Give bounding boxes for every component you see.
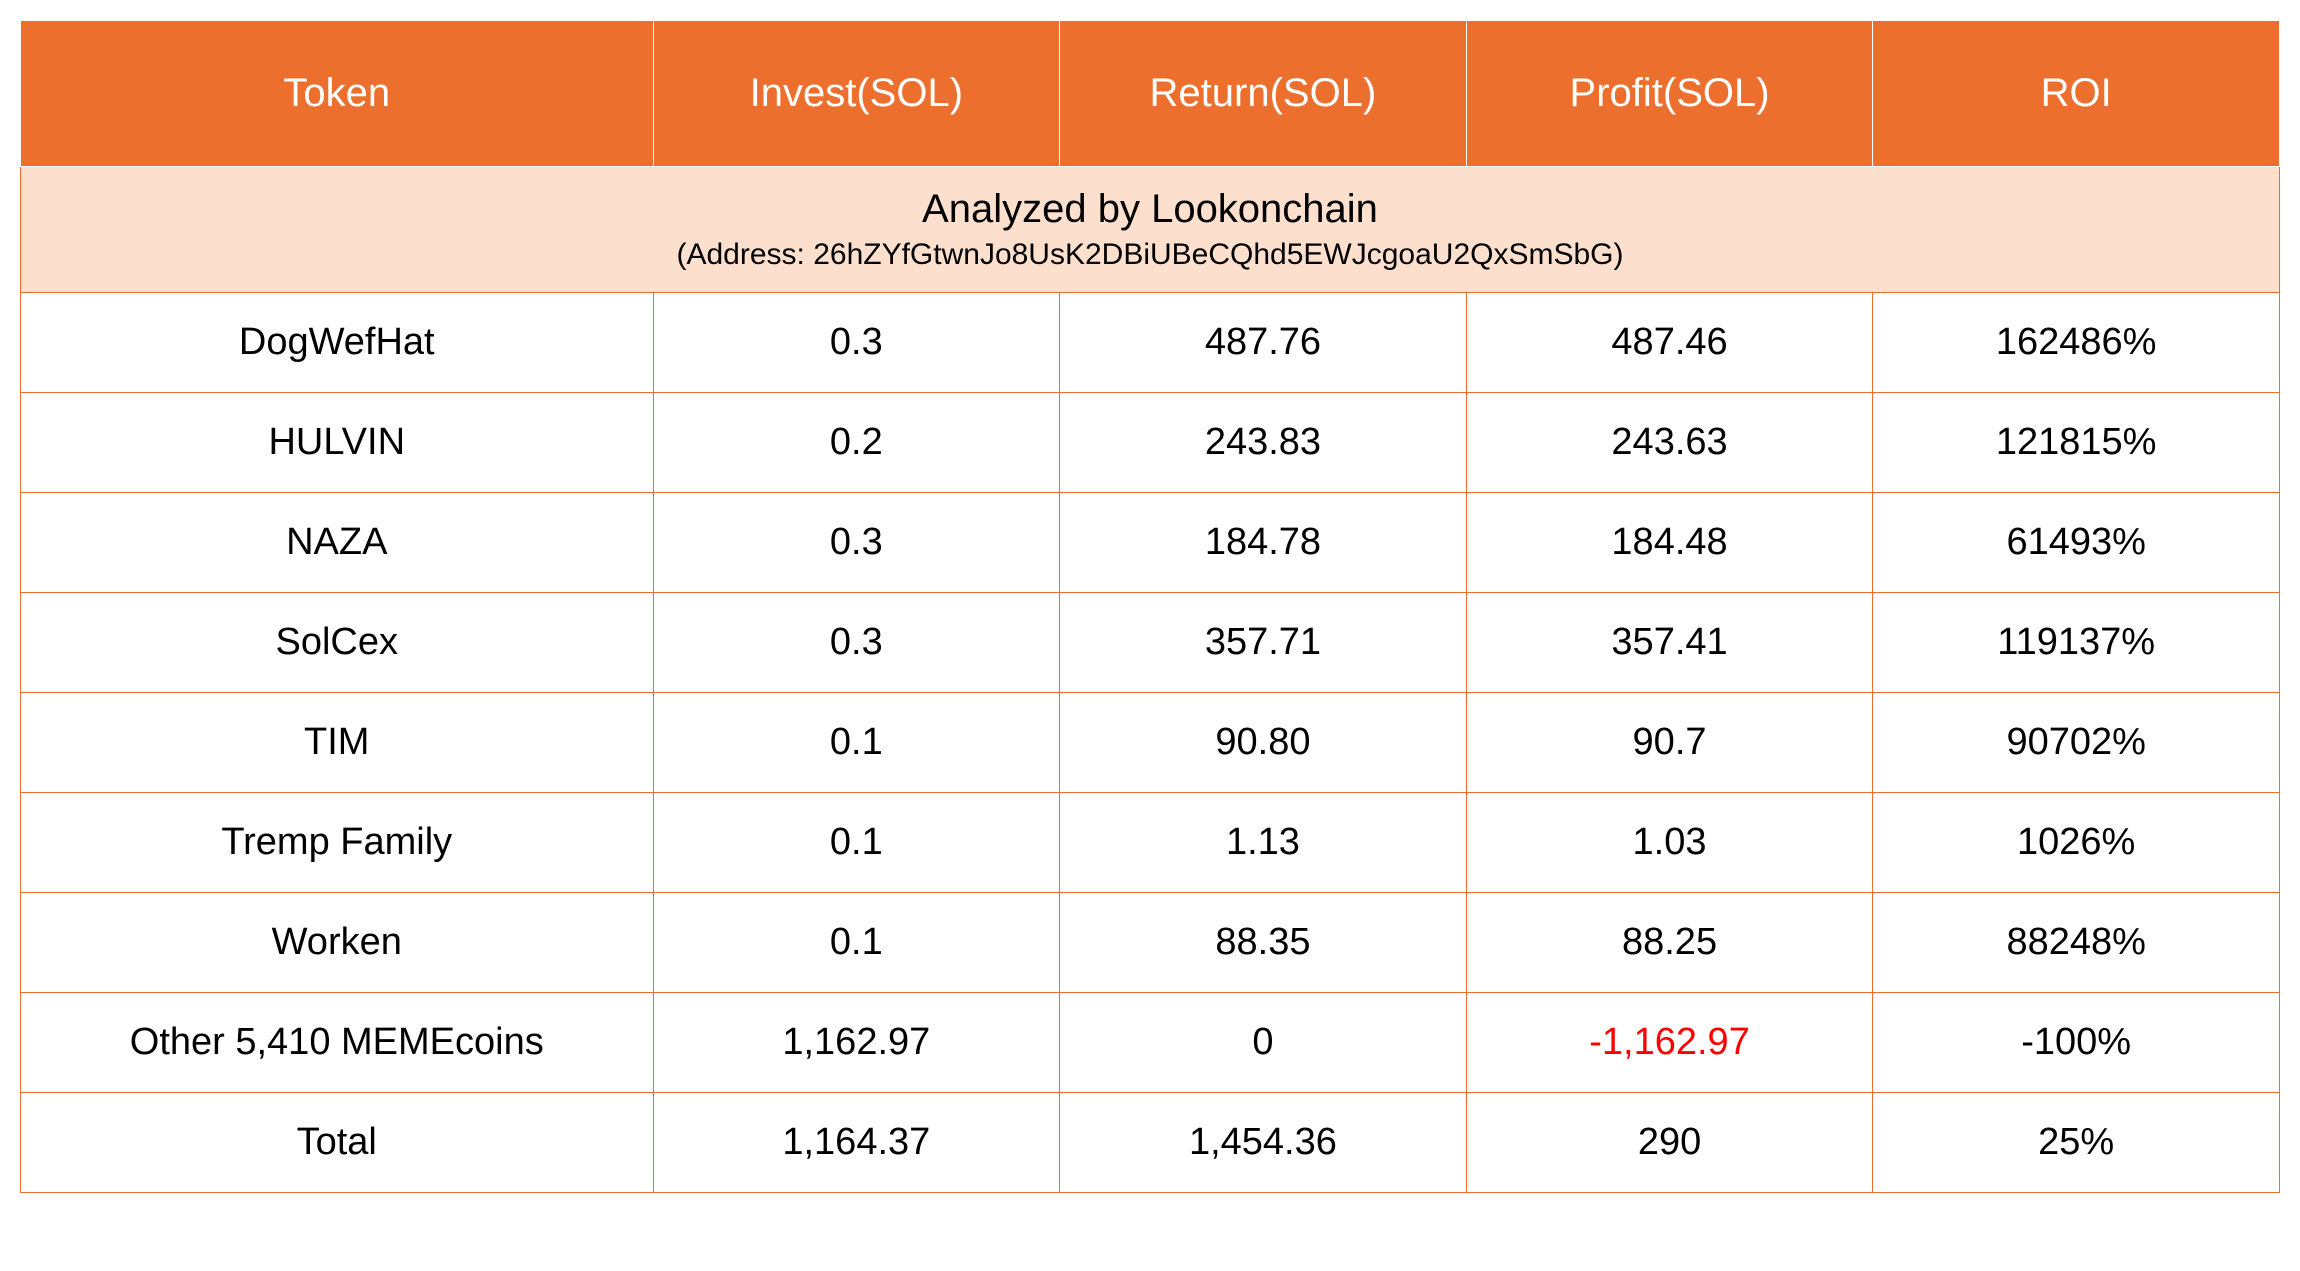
cell-profit: 1.03 (1466, 793, 1873, 893)
cell-return: 90.80 (1060, 693, 1467, 793)
table-row: NAZA0.3184.78184.4861493% (21, 493, 2280, 593)
cell-invest: 0.3 (653, 293, 1060, 393)
table-row: Tremp Family0.11.131.031026% (21, 793, 2280, 893)
cell-invest: 0.3 (653, 493, 1060, 593)
cell-profit: 90.7 (1466, 693, 1873, 793)
table-row: DogWefHat0.3487.76487.46162486% (21, 293, 2280, 393)
table-row: Worken0.188.3588.2588248% (21, 893, 2280, 993)
table-row: SolCex0.3357.71357.41119137% (21, 593, 2280, 693)
cell-roi: 119137% (1873, 593, 2280, 693)
table-row: TIM0.190.8090.790702% (21, 693, 2280, 793)
cell-invest: 0.1 (653, 693, 1060, 793)
cell-roi: 25% (1873, 1093, 2280, 1193)
cell-roi: 1026% (1873, 793, 2280, 893)
analyzed-row: Analyzed by Lookonchain (Address: 26hZYf… (21, 167, 2280, 293)
cell-return: 1.13 (1060, 793, 1467, 893)
cell-profit: 184.48 (1466, 493, 1873, 593)
cell-return: 243.83 (1060, 393, 1467, 493)
cell-roi: 90702% (1873, 693, 2280, 793)
col-header-invest: Invest(SOL) (653, 21, 1060, 167)
cell-invest: 0.2 (653, 393, 1060, 493)
cell-token: TIM (21, 693, 654, 793)
cell-token: HULVIN (21, 393, 654, 493)
cell-return: 357.71 (1060, 593, 1467, 693)
analyzed-title: Analyzed by Lookonchain (31, 187, 2269, 232)
cell-return: 184.78 (1060, 493, 1467, 593)
table-row: HULVIN0.2243.83243.63121815% (21, 393, 2280, 493)
cell-token: Total (21, 1093, 654, 1193)
cell-roi: 162486% (1873, 293, 2280, 393)
analyzed-address: (Address: 26hZYfGtwnJo8UsK2DBiUBeCQhd5EW… (31, 238, 2269, 272)
cell-token: SolCex (21, 593, 654, 693)
table-row: Total1,164.371,454.3629025% (21, 1093, 2280, 1193)
cell-invest: 0.1 (653, 793, 1060, 893)
cell-token: Worken (21, 893, 654, 993)
cell-token: NAZA (21, 493, 654, 593)
cell-profit: -1,162.97 (1466, 993, 1873, 1093)
cell-profit: 357.41 (1466, 593, 1873, 693)
token-roi-table: Token Invest(SOL) Return(SOL) Profit(SOL… (20, 20, 2280, 1193)
cell-token: DogWefHat (21, 293, 654, 393)
cell-roi: 121815% (1873, 393, 2280, 493)
cell-roi: 61493% (1873, 493, 2280, 593)
cell-profit: 243.63 (1466, 393, 1873, 493)
token-roi-table-container: Token Invest(SOL) Return(SOL) Profit(SOL… (20, 20, 2280, 1193)
cell-return: 0 (1060, 993, 1467, 1093)
col-header-return: Return(SOL) (1060, 21, 1467, 167)
col-header-roi: ROI (1873, 21, 2280, 167)
table-body: Analyzed by Lookonchain (Address: 26hZYf… (21, 167, 2280, 1193)
cell-invest: 0.1 (653, 893, 1060, 993)
cell-invest: 1,164.37 (653, 1093, 1060, 1193)
cell-roi: 88248% (1873, 893, 2280, 993)
cell-profit: 487.46 (1466, 293, 1873, 393)
cell-roi: -100% (1873, 993, 2280, 1093)
table-row: Other 5,410 MEMEcoins1,162.970-1,162.97-… (21, 993, 2280, 1093)
table-header: Token Invest(SOL) Return(SOL) Profit(SOL… (21, 21, 2280, 167)
cell-return: 1,454.36 (1060, 1093, 1467, 1193)
col-header-profit: Profit(SOL) (1466, 21, 1873, 167)
cell-return: 487.76 (1060, 293, 1467, 393)
cell-invest: 0.3 (653, 593, 1060, 693)
cell-token: Other 5,410 MEMEcoins (21, 993, 654, 1093)
cell-return: 88.35 (1060, 893, 1467, 993)
cell-token: Tremp Family (21, 793, 654, 893)
cell-invest: 1,162.97 (653, 993, 1060, 1093)
col-header-token: Token (21, 21, 654, 167)
cell-profit: 88.25 (1466, 893, 1873, 993)
cell-profit: 290 (1466, 1093, 1873, 1193)
